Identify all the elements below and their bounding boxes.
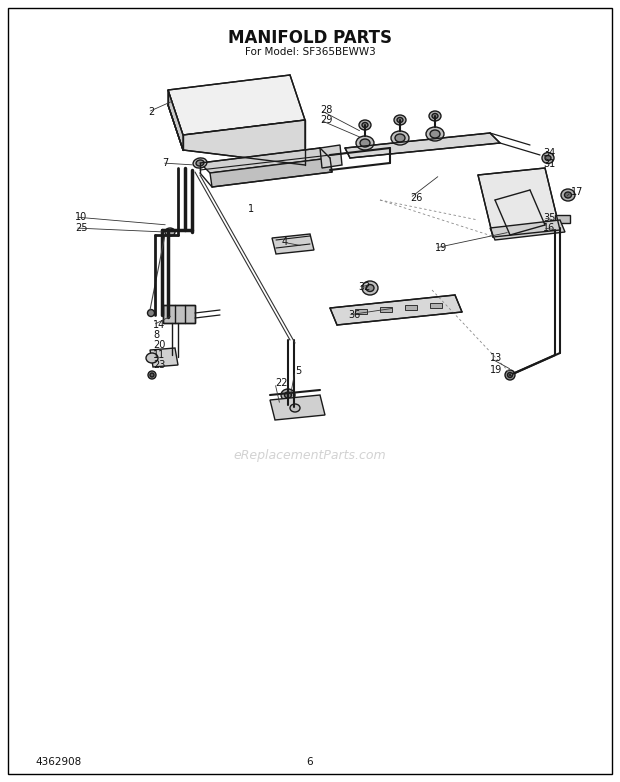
Text: 29: 29 (320, 115, 332, 125)
Text: 19: 19 (435, 243, 447, 253)
Ellipse shape (366, 285, 374, 292)
Text: 34: 34 (543, 148, 556, 158)
Text: 36: 36 (348, 310, 360, 320)
Ellipse shape (281, 389, 295, 401)
Ellipse shape (426, 127, 444, 141)
Text: 19: 19 (490, 365, 502, 375)
Bar (355, 309, 367, 314)
Text: 20: 20 (153, 340, 166, 350)
Bar (163, 305, 195, 323)
Text: 1: 1 (248, 204, 254, 214)
Polygon shape (330, 295, 462, 325)
Ellipse shape (146, 353, 158, 363)
Polygon shape (320, 145, 342, 168)
Ellipse shape (193, 158, 207, 168)
Ellipse shape (196, 160, 204, 166)
Ellipse shape (545, 156, 551, 160)
Polygon shape (200, 148, 330, 173)
Polygon shape (150, 348, 178, 367)
Ellipse shape (359, 120, 371, 130)
Text: 6: 6 (307, 757, 313, 767)
Ellipse shape (395, 134, 405, 142)
Polygon shape (183, 120, 305, 165)
Polygon shape (168, 90, 183, 150)
Text: 35: 35 (543, 213, 556, 223)
Text: 4362908: 4362908 (35, 757, 81, 767)
Ellipse shape (391, 131, 409, 145)
Polygon shape (490, 220, 565, 240)
Ellipse shape (430, 130, 440, 138)
Text: For Model: SF365BEWW3: For Model: SF365BEWW3 (245, 47, 375, 57)
Ellipse shape (432, 113, 438, 119)
Text: 14: 14 (153, 320, 166, 330)
Ellipse shape (542, 152, 554, 163)
Ellipse shape (290, 404, 300, 412)
Ellipse shape (397, 117, 403, 123)
Text: 17: 17 (571, 187, 583, 197)
Polygon shape (478, 168, 560, 237)
Text: 11: 11 (153, 350, 166, 360)
Text: 26: 26 (410, 193, 422, 203)
Text: 22: 22 (275, 378, 288, 388)
Ellipse shape (285, 392, 291, 398)
Text: 7: 7 (162, 158, 168, 168)
Text: 25: 25 (75, 223, 87, 233)
Ellipse shape (508, 372, 513, 378)
Bar (163, 305, 195, 323)
Polygon shape (168, 75, 305, 135)
Bar (555, 215, 570, 223)
Ellipse shape (561, 189, 575, 201)
Ellipse shape (505, 370, 515, 380)
Text: MANIFOLD PARTS: MANIFOLD PARTS (228, 29, 392, 47)
Ellipse shape (394, 115, 406, 125)
Text: 16: 16 (543, 223, 556, 233)
Ellipse shape (362, 123, 368, 127)
Text: 23: 23 (153, 360, 166, 370)
Ellipse shape (165, 228, 175, 236)
Text: 32: 32 (358, 282, 370, 292)
Text: 31: 31 (543, 159, 556, 169)
Ellipse shape (429, 111, 441, 121)
Text: 13: 13 (490, 353, 502, 363)
Text: 2: 2 (148, 107, 154, 117)
Text: eReplacementParts.com: eReplacementParts.com (234, 449, 386, 461)
Polygon shape (270, 395, 325, 420)
Ellipse shape (360, 139, 370, 147)
Polygon shape (345, 133, 500, 158)
Polygon shape (210, 158, 332, 187)
Bar (430, 303, 442, 308)
Ellipse shape (150, 373, 154, 377)
Text: 28: 28 (320, 105, 332, 115)
Ellipse shape (362, 281, 378, 295)
Bar (380, 307, 392, 312)
Polygon shape (272, 234, 314, 254)
Ellipse shape (148, 310, 154, 317)
Bar (405, 305, 417, 310)
Text: 4: 4 (282, 237, 288, 247)
Ellipse shape (356, 136, 374, 150)
Text: 5: 5 (295, 366, 301, 376)
Text: 8: 8 (153, 330, 159, 340)
Ellipse shape (564, 192, 572, 198)
Text: 10: 10 (75, 212, 87, 222)
Ellipse shape (148, 371, 156, 379)
